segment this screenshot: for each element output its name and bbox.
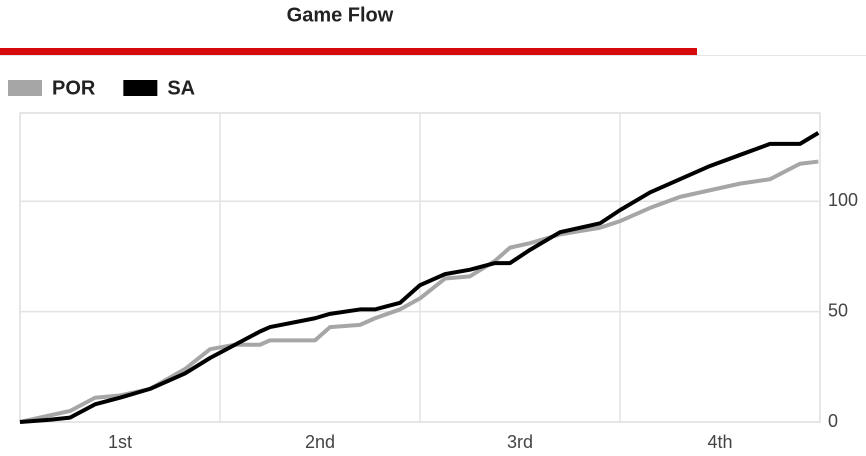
x-tick-label: 1st bbox=[108, 432, 132, 452]
team-line bbox=[19, 131, 820, 424]
x-tick-label: 3rd bbox=[507, 432, 533, 452]
x-tick-label: 4th bbox=[707, 432, 732, 452]
y-tick-label: 50 bbox=[828, 300, 848, 320]
tab-underline bbox=[0, 55, 866, 56]
chart-title: Game Flow bbox=[287, 4, 394, 26]
y-tick-label: 100 bbox=[828, 190, 858, 210]
legend-swatch bbox=[8, 80, 42, 96]
legend-label: POR bbox=[52, 77, 96, 99]
x-tick-label: 2nd bbox=[305, 432, 335, 452]
legend-swatch bbox=[123, 80, 158, 96]
y-tick-label: 0 bbox=[828, 411, 838, 431]
tab-indicator bbox=[0, 48, 697, 55]
legend-label: SA bbox=[167, 77, 195, 99]
